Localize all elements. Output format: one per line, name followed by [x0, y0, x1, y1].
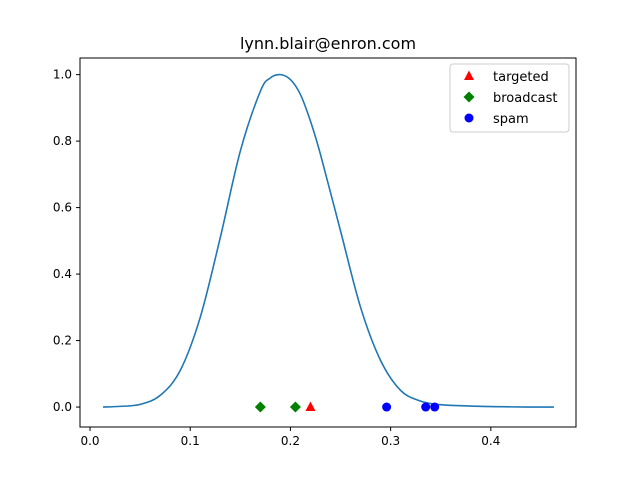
chart-title: lynn.blair@enron.com [240, 34, 416, 53]
legend-label-broadcast: broadcast [493, 91, 557, 106]
x-tick-label: 0.0 [80, 434, 99, 448]
legend-label-targeted: targeted [493, 70, 549, 85]
legend-marker-targeted [464, 70, 474, 80]
legend: targeted broadcast spam [449, 63, 570, 133]
broadcast-point [289, 401, 301, 413]
x-tick-label: 0.3 [381, 434, 400, 448]
data-points [254, 401, 440, 413]
spam-point [430, 402, 440, 412]
legend-marker-spam [464, 113, 474, 123]
x-tick-label: 0.4 [481, 434, 500, 448]
density-curve [103, 73, 554, 408]
y-tick-label: 0.6 [53, 201, 72, 215]
y-tick-label: 0.8 [53, 134, 72, 148]
x-tick-label: 0.1 [181, 434, 200, 448]
x-axis: 0.0 0.1 0.2 0.3 0.4 [80, 427, 500, 448]
plot-frame [79, 57, 577, 428]
legend-marker-broadcast [463, 91, 475, 103]
y-axis: 0.0 0.2 0.4 0.6 0.8 1.0 [53, 68, 80, 414]
y-tick-label: 1.0 [53, 68, 72, 82]
y-tick-label: 0.4 [53, 267, 72, 281]
y-tick-label: 0.0 [53, 400, 72, 414]
legend-box [449, 63, 570, 133]
spam-point [421, 402, 431, 412]
targeted-point [305, 401, 316, 412]
spam-point [382, 402, 392, 412]
broadcast-point [254, 401, 266, 413]
x-tick-label: 0.2 [281, 434, 300, 448]
y-tick-label: 0.2 [53, 334, 72, 348]
legend-label-spam: spam [493, 112, 529, 127]
